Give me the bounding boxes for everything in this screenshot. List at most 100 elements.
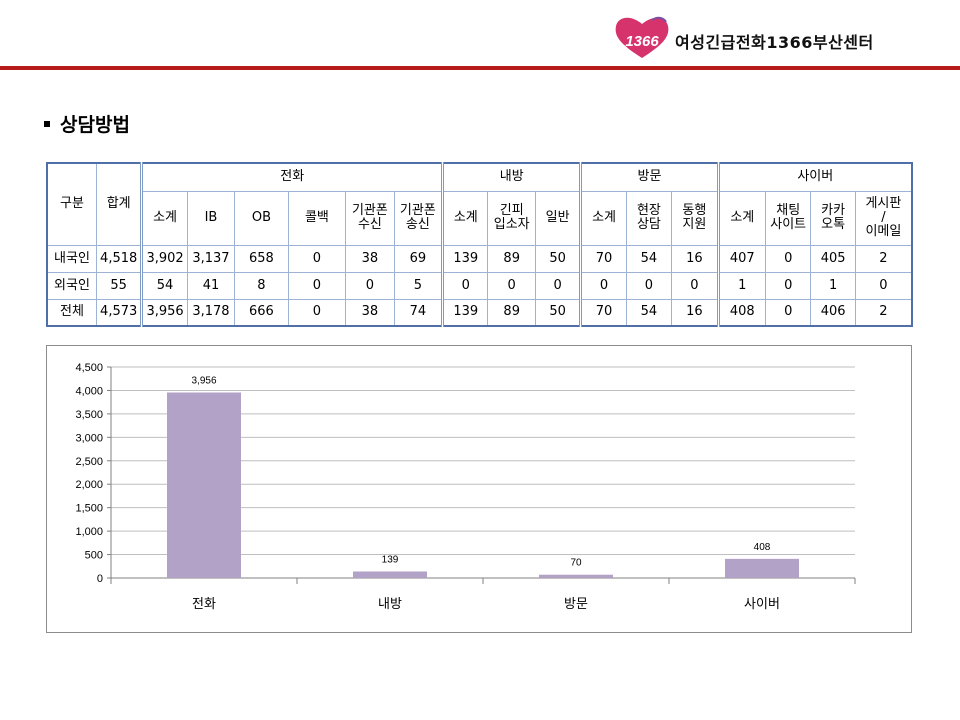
table-cell: 70 xyxy=(579,244,627,273)
subheader-cell: 카카 오톡 xyxy=(810,190,856,246)
org-name: 여성긴급전화1366부산센터 xyxy=(675,33,874,52)
table-cell: 4,518 xyxy=(95,244,143,273)
subheader-cell: 콜백 xyxy=(287,190,347,246)
bar xyxy=(725,558,799,578)
y-tick-label: 0 xyxy=(97,573,103,585)
table-cell: 405 xyxy=(810,244,856,273)
header-cyber: 사이버 xyxy=(716,162,913,192)
data-label: 408 xyxy=(754,542,771,553)
x-tick-label: 사이버 xyxy=(744,596,780,611)
subheader-cell: OB xyxy=(234,190,289,246)
table-cell: 0 xyxy=(579,271,627,300)
subheader-cell: IB xyxy=(186,190,236,246)
bar xyxy=(353,571,427,578)
bar xyxy=(167,392,241,578)
subheader-cell: 일반 xyxy=(534,190,582,246)
table-cell: 3,178 xyxy=(186,298,236,327)
table-cell: 0 xyxy=(625,271,673,300)
bar xyxy=(539,574,613,578)
subheader-cell: 현장 상담 xyxy=(625,190,673,246)
table-cell: 54 xyxy=(625,244,673,273)
table-cell: 69 xyxy=(393,244,444,273)
table-cell: 0 xyxy=(534,271,582,300)
table-header-row: 구분 합계 전화 내방 방문 사이버 xyxy=(46,162,913,246)
stats-table: 구분 합계 전화 내방 방문 사이버 소계 IB OB 콜백 기관폰 수신 기관폰 송신 소계 긴… xyxy=(46,162,913,327)
section-title: 상담방법 xyxy=(44,110,130,137)
table-subheader-row: 소계 IB OB 콜백 기관폰 수신 기관폰 송신 소계 긴피 입소자 일반 소계 현장 상담 동행 지원 소계 채… xyxy=(47,190,913,246)
table-row: 전체 4,573 3,956 3,178 666 0 38 74 139 89 50 70 54 16 40… xyxy=(46,298,913,327)
y-tick-label: 500 xyxy=(85,550,103,562)
y-tick-label: 1,000 xyxy=(75,526,103,538)
bar-chart: 0 500 1,000 1,500 2,000 2,500 3,000 3,500 4,000 4… xyxy=(75,362,856,611)
table-cell: 54 xyxy=(625,298,673,327)
subheader-cell: 동행 지원 xyxy=(671,190,719,246)
x-tick-label: 전화 xyxy=(192,596,216,611)
table-cell: 0 xyxy=(487,271,536,300)
row-label: 내국인 xyxy=(46,244,97,273)
subheader-cell: 기관폰 수신 xyxy=(345,190,395,246)
table-cell: 5 xyxy=(393,271,444,300)
table-cell: 139 xyxy=(441,244,489,273)
table-cell: 55 xyxy=(95,271,143,300)
x-tick-label: 내방 xyxy=(378,596,402,611)
data-label: 70 xyxy=(570,558,582,569)
subheader-cell: 게시판 / 이메일 xyxy=(854,190,913,246)
table-cell: 16 xyxy=(671,298,719,327)
table-cell: 0 xyxy=(345,271,395,300)
table-cell: 4,573 xyxy=(95,298,143,327)
table-cell: 8 xyxy=(234,271,289,300)
table-cell: 89 xyxy=(487,244,536,273)
table-cell: 666 xyxy=(234,298,289,327)
table-cell: 0 xyxy=(287,298,347,327)
header-total: 합계 xyxy=(95,162,143,246)
header: 1366 여성긴급전화1366부산센터 xyxy=(0,0,960,72)
table-cell: 408 xyxy=(716,298,767,327)
subheader-cell: 소계 xyxy=(140,190,188,246)
y-tick-label: 4,000 xyxy=(75,385,103,397)
heart-logo-icon: 1366 xyxy=(615,16,669,58)
table-cell: 16 xyxy=(671,244,719,273)
subheader-cell: 채팅 사이트 xyxy=(764,190,812,246)
y-tick-label: 3,000 xyxy=(75,432,103,444)
table-cell: 0 xyxy=(287,244,347,273)
logo-text: 1366 xyxy=(625,33,659,50)
table-cell: 406 xyxy=(810,298,856,327)
table-cell: 3,956 xyxy=(140,298,188,327)
table-cell: 139 xyxy=(441,298,489,327)
header-visit-in: 내방 xyxy=(441,162,582,192)
table-cell: 0 xyxy=(764,298,812,327)
table-cell: 50 xyxy=(534,298,582,327)
data-label: 139 xyxy=(382,554,399,565)
header-category: 구분 xyxy=(46,162,97,246)
table-cell: 3,902 xyxy=(140,244,188,273)
table-row: 내국인 4,518 3,902 3,137 658 0 38 69 139 89 50 70 54 16 4… xyxy=(46,244,913,273)
y-tick-label: 2,500 xyxy=(75,456,103,468)
row-label: 외국인 xyxy=(46,271,97,300)
table-cell: 2 xyxy=(854,298,913,327)
table-cell: 50 xyxy=(534,244,582,273)
table-cell: 0 xyxy=(764,244,812,273)
table-cell: 41 xyxy=(186,271,236,300)
subheader-cell: 긴피 입소자 xyxy=(487,190,536,246)
row-label: 전체 xyxy=(46,298,97,327)
table-row: 외국인 55 54 41 8 0 0 5 0 0 0 0 0 0 1 0 1 0 xyxy=(46,271,913,300)
subheader-cell: 소계 xyxy=(716,190,767,246)
table-cell: 2 xyxy=(854,244,913,273)
subheader-cell: 소계 xyxy=(441,190,489,246)
table-cell: 54 xyxy=(140,271,188,300)
subheader-cell: 소계 xyxy=(579,190,627,246)
table-cell: 407 xyxy=(716,244,767,273)
table-cell: 0 xyxy=(441,271,489,300)
table-cell: 70 xyxy=(579,298,627,327)
chart-box: 0 500 1,000 1,500 2,000 2,500 3,000 3,500 4,000 4… xyxy=(46,345,912,633)
x-tick-label: 방문 xyxy=(564,596,588,611)
table-cell: 658 xyxy=(234,244,289,273)
table-cell: 38 xyxy=(345,244,395,273)
table-cell: 74 xyxy=(393,298,444,327)
table-cell: 89 xyxy=(487,298,536,327)
table-cell: 0 xyxy=(671,271,719,300)
table-cell: 0 xyxy=(854,271,913,300)
table-cell: 1 xyxy=(810,271,856,300)
table-cell: 38 xyxy=(345,298,395,327)
table-cell: 1 xyxy=(716,271,767,300)
